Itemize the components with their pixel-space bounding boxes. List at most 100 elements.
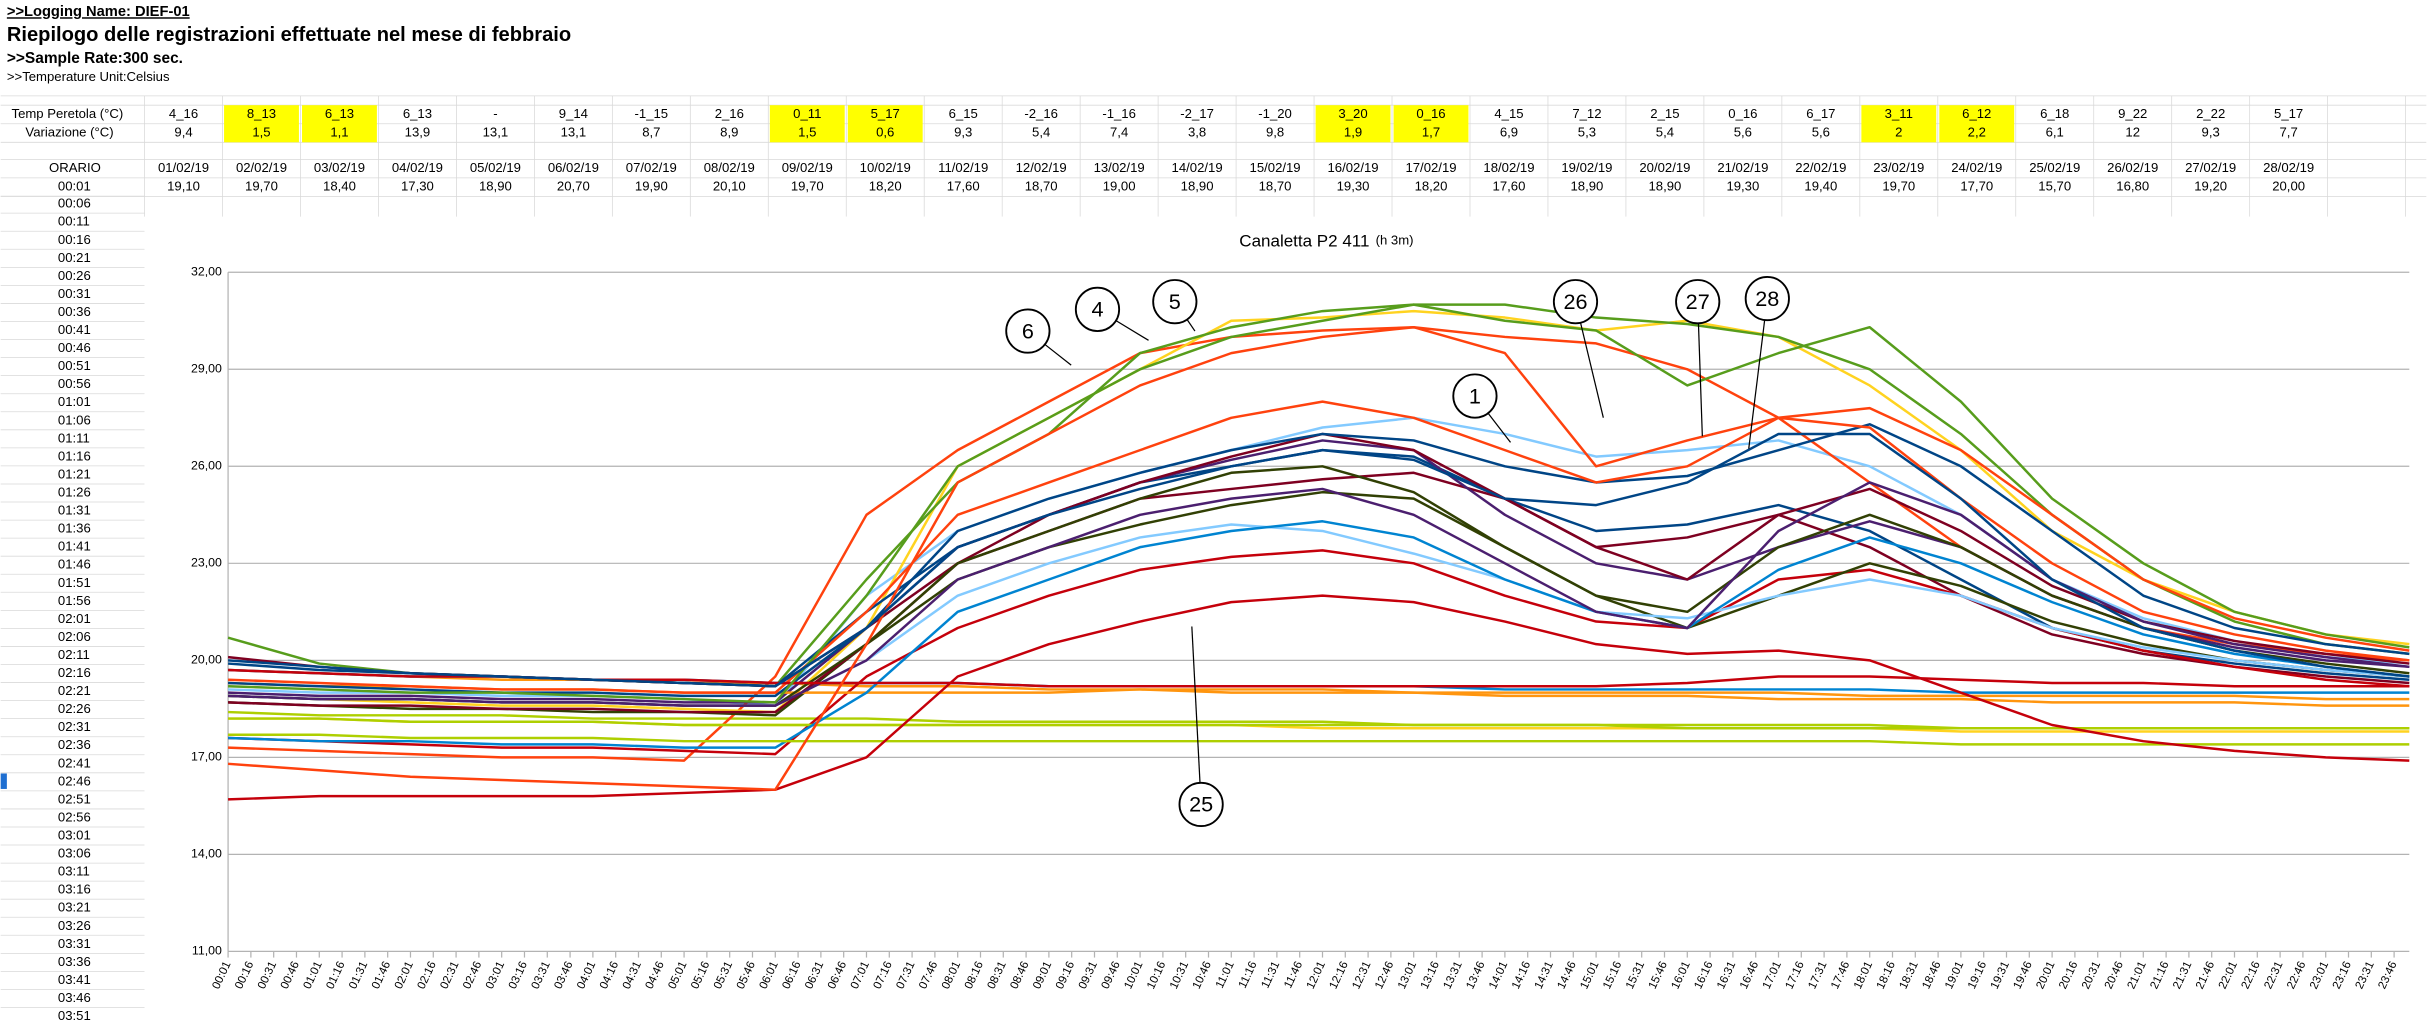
variation-cell: 1,5 bbox=[252, 125, 270, 140]
chart-title-group: Canaletta P2 411 (h 3m) bbox=[1239, 231, 1413, 250]
value-cell: 18,70 bbox=[1259, 179, 1292, 194]
variation-cell: 0,6 bbox=[876, 125, 894, 140]
date-cell: 06/02/19 bbox=[548, 160, 599, 175]
chart-frame: Canaletta P2 411 (h 3m) 4_169,401/02/1919… bbox=[0, 95, 2427, 1021]
date-cell: 13/02/19 bbox=[1094, 160, 1145, 175]
temp-cell: - bbox=[493, 106, 497, 121]
time-cell: 01:31 bbox=[58, 503, 91, 518]
time-cell: 02:01 bbox=[58, 611, 91, 626]
temp-cell: 6_18 bbox=[2040, 106, 2069, 121]
callout-leader bbox=[1579, 322, 1604, 418]
time-cell: 03:06 bbox=[58, 846, 91, 861]
y-tick-label: 32,00 bbox=[191, 265, 222, 279]
date-cell: 23/02/19 bbox=[1873, 160, 1924, 175]
time-cell: 01:21 bbox=[58, 466, 91, 481]
temp-cell: 6_15 bbox=[949, 106, 978, 121]
callout-circle bbox=[1744, 275, 1790, 322]
date-cell: 26/02/19 bbox=[2107, 160, 2158, 175]
time-cell: 03:31 bbox=[58, 936, 91, 951]
temp-cell: 4_16 bbox=[169, 106, 198, 121]
date-cell: 14/02/19 bbox=[1172, 160, 1223, 175]
variation-cell: 7,4 bbox=[1110, 125, 1128, 140]
time-cell: 01:46 bbox=[58, 557, 91, 572]
value-cell: 18,40 bbox=[323, 179, 356, 194]
logging-name: >>Logging Name: DIEF-01 bbox=[7, 4, 190, 20]
variation-cell: 9,8 bbox=[1266, 125, 1284, 140]
value-cell: 19,70 bbox=[245, 179, 278, 194]
time-cell: 00:21 bbox=[58, 250, 91, 265]
callout-label: 26 bbox=[1563, 289, 1587, 314]
variation-cell: 12 bbox=[2125, 125, 2140, 140]
date-cell: 04/02/19 bbox=[392, 160, 443, 175]
series-line bbox=[228, 303, 2410, 704]
time-cell: 01:16 bbox=[58, 448, 91, 463]
variation-cell: 13,1 bbox=[561, 125, 587, 140]
highlight-cell bbox=[1939, 105, 2015, 143]
date-cell: 18/02/19 bbox=[1483, 160, 1534, 175]
date-cell: 07/02/19 bbox=[626, 160, 677, 175]
value-cell: 18,90 bbox=[1181, 179, 1214, 194]
time-cell: 00:11 bbox=[58, 214, 90, 229]
date-cell: 22/02/19 bbox=[1795, 160, 1846, 175]
time-cell: 02:16 bbox=[58, 665, 91, 680]
temp-cell: 8_13 bbox=[247, 106, 276, 121]
time-cell: 03:41 bbox=[58, 972, 91, 987]
value-cell: 20,10 bbox=[713, 179, 746, 194]
date-cell: 05/02/19 bbox=[470, 160, 521, 175]
temp-cell: -1_20 bbox=[1258, 106, 1292, 121]
date-cell: 24/02/19 bbox=[1951, 160, 2002, 175]
date-cell: 16/02/19 bbox=[1327, 160, 1378, 175]
variation-cell: 1,9 bbox=[1344, 125, 1362, 140]
chart-background bbox=[144, 216, 2427, 1021]
time-cell: 03:26 bbox=[58, 918, 91, 933]
time-cell: 02:31 bbox=[58, 719, 91, 734]
temp-cell: 2_16 bbox=[715, 106, 744, 121]
callout-circle bbox=[1074, 286, 1121, 332]
temp-cell: -2_16 bbox=[1024, 106, 1058, 121]
value-cell: 20,00 bbox=[2272, 179, 2305, 194]
callout-leader bbox=[1191, 626, 1201, 783]
value-cell: 19,00 bbox=[1103, 179, 1136, 194]
time-cell: 03:16 bbox=[58, 882, 91, 897]
variation-cell: 13,1 bbox=[483, 125, 509, 140]
callout-leader bbox=[1748, 319, 1766, 449]
series-line bbox=[228, 717, 2410, 730]
date-cell: 17/02/19 bbox=[1405, 160, 1456, 175]
chart-subtitle: (h 3m) bbox=[1376, 233, 1414, 248]
callout-circle bbox=[1552, 279, 1599, 325]
time-cell: 03:11 bbox=[58, 864, 90, 879]
value-cell: 19,20 bbox=[2194, 179, 2227, 194]
value-cell: 18,90 bbox=[479, 179, 512, 194]
value-cell: 18,20 bbox=[1415, 179, 1448, 194]
y-tick-label: 14,00 bbox=[191, 847, 222, 861]
temp-cell: 3_20 bbox=[1338, 106, 1367, 121]
variation-cell: 1,5 bbox=[798, 125, 816, 140]
value-cell: 19,70 bbox=[791, 179, 824, 194]
series-line bbox=[228, 520, 2410, 749]
time-cell: 01:06 bbox=[58, 412, 91, 427]
temp-cell: 5_17 bbox=[871, 106, 900, 121]
callout-leader bbox=[1115, 320, 1149, 341]
value-cell: 18,70 bbox=[1025, 179, 1058, 194]
date-cell: 08/02/19 bbox=[704, 160, 755, 175]
value-cell: 17,30 bbox=[401, 179, 434, 194]
time-cell: 03:36 bbox=[58, 954, 91, 969]
variation-cell: 8,7 bbox=[642, 125, 660, 140]
value-cell: 19,10 bbox=[167, 179, 200, 194]
y-tick-label: 11,00 bbox=[192, 944, 222, 958]
value-cell: 16,80 bbox=[2116, 179, 2149, 194]
time-cell: 00:46 bbox=[58, 340, 91, 355]
sheet-title: Riepilogo delle registrazioni effettuate… bbox=[7, 24, 571, 46]
date-cell: 02/02/19 bbox=[236, 160, 287, 175]
time-cell: 03:46 bbox=[58, 990, 91, 1005]
series-line bbox=[228, 490, 2410, 717]
highlight-cell bbox=[847, 105, 923, 143]
callout-label: 5 bbox=[1169, 289, 1181, 314]
date-cell: 09/02/19 bbox=[782, 160, 833, 175]
date-cell: 27/02/19 bbox=[2185, 160, 2236, 175]
temp-label: Temp Peretola (°C) bbox=[12, 106, 124, 121]
temp-cell: 9_14 bbox=[559, 106, 588, 121]
callout-circle bbox=[1005, 308, 1051, 354]
time-cell: 00:01 bbox=[58, 179, 91, 194]
time-cell: 02:36 bbox=[58, 737, 91, 752]
